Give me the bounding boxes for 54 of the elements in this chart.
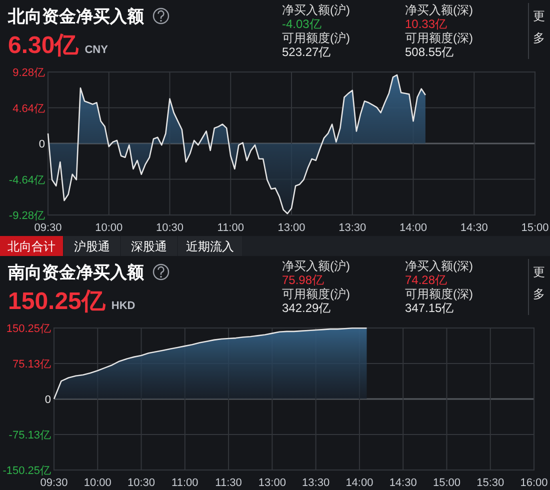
x-tick-label: 14:00 bbox=[399, 222, 428, 234]
text: -4.03亿 bbox=[282, 17, 322, 31]
x-tick-label: 14:30 bbox=[389, 477, 417, 489]
x-tick-label: 14:00 bbox=[346, 477, 374, 489]
text: 75.98亿 bbox=[282, 273, 324, 287]
y-tick-label: 75.13亿 bbox=[12, 358, 51, 370]
x-tick-label: 10:30 bbox=[156, 222, 184, 234]
text: 可用额度(沪) bbox=[282, 287, 350, 301]
y-tick-label: 4.64亿 bbox=[12, 102, 45, 115]
x-tick-label: 10:00 bbox=[84, 477, 112, 489]
x-tick-label: 09:30 bbox=[34, 222, 62, 234]
x-tick-label: 13:00 bbox=[258, 477, 286, 489]
x-tick-label: 13:30 bbox=[338, 222, 366, 234]
text: 74.28亿 bbox=[405, 273, 448, 287]
text: 523.27亿 bbox=[282, 45, 331, 59]
y-tick-label: 0 bbox=[38, 138, 45, 150]
y-tick-label: 9.28亿 bbox=[12, 67, 45, 79]
text: 更多 bbox=[533, 265, 545, 301]
text: 可用额度(沪) bbox=[282, 31, 350, 45]
x-tick-label: 11:30 bbox=[215, 477, 242, 489]
text: 净买入额(深) bbox=[405, 3, 473, 17]
y-tick-label: -4.64亿 bbox=[8, 174, 45, 186]
text: HKD bbox=[111, 300, 136, 312]
text: 可用额度(深) bbox=[405, 31, 473, 45]
text: 342.29亿 bbox=[282, 301, 331, 315]
y-tick-label: 150.25亿 bbox=[6, 323, 51, 335]
x-tick-label: 13:00 bbox=[278, 222, 306, 234]
text: 净买入额(沪) bbox=[282, 3, 350, 17]
x-tick-label: 14:30 bbox=[460, 222, 488, 234]
y-tick-label: -75.13亿 bbox=[8, 430, 51, 442]
y-tick-label: 0 bbox=[44, 394, 51, 406]
x-tick-label: 13:30 bbox=[302, 477, 330, 489]
text: 347.15亿 bbox=[405, 301, 454, 315]
chart-title: 北向资金净买入额 bbox=[7, 7, 145, 26]
x-tick-label: 11:00 bbox=[172, 477, 198, 489]
x-tick-label: 11:00 bbox=[217, 222, 244, 234]
x-tick-label: 15:30 bbox=[476, 477, 504, 489]
x-tick-label: 09:30 bbox=[40, 477, 68, 489]
x-tick-label: 10:00 bbox=[95, 222, 123, 234]
y-tick-label: -9.28亿 bbox=[8, 210, 45, 222]
y-tick-label: -150.25亿 bbox=[2, 465, 51, 477]
text: CNY bbox=[84, 44, 109, 56]
x-tick-label: 10:30 bbox=[128, 477, 156, 489]
chart-subtitle: 6.30亿 bbox=[8, 32, 80, 59]
text: 可用额度(深) bbox=[405, 287, 473, 301]
text: 更多 bbox=[533, 9, 545, 45]
chart-title: 南向资金净买入额 bbox=[7, 263, 145, 282]
text: 10.33亿 bbox=[405, 17, 448, 31]
x-tick-label: 15:00 bbox=[521, 222, 549, 234]
x-tick-label: 15:00 bbox=[432, 477, 460, 489]
text: 净买入额(深) bbox=[405, 259, 473, 273]
text: 净买入额(沪) bbox=[282, 259, 350, 273]
x-tick-label: 16:00 bbox=[520, 477, 548, 489]
text: 508.55亿 bbox=[405, 45, 454, 59]
